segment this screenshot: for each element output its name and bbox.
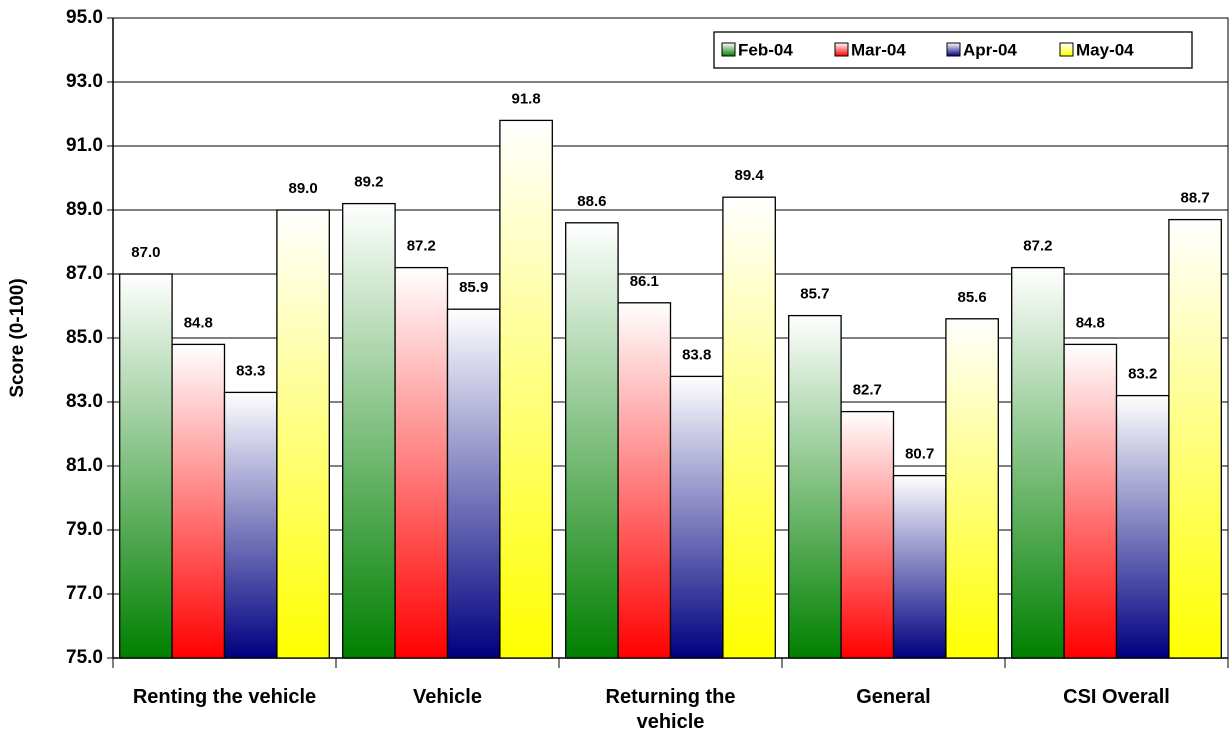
bar: [1168, 218, 1222, 659]
bar: [840, 410, 895, 659]
value-label: 87.0: [131, 244, 160, 261]
bar: [722, 196, 776, 659]
value-label: 83.3: [236, 362, 265, 379]
x-tick-label: Renting the vehicle: [132, 686, 317, 708]
legend-swatch: [721, 42, 736, 57]
value-label: 84.8: [184, 314, 213, 331]
bar: [276, 209, 330, 659]
value-label: 89.2: [354, 174, 383, 191]
value-label: 80.7: [905, 446, 934, 463]
x-tick-label: Returning the vehicle: [605, 686, 736, 733]
bar: [446, 308, 501, 659]
bar: [394, 266, 449, 659]
bar: [617, 302, 672, 659]
x-tick-label: CSI Overall: [1063, 686, 1170, 708]
bar: [223, 391, 278, 659]
legend-label: Apr-04: [963, 40, 1017, 59]
y-tick-label: 89.0: [66, 199, 103, 220]
y-axis-title: Score (0-100): [7, 278, 28, 397]
y-tick-label: 91.0: [66, 135, 103, 156]
value-label: 89.0: [289, 180, 318, 197]
legend-label: Mar-04: [851, 40, 906, 59]
y-tick-label: 93.0: [66, 71, 103, 92]
value-label: 88.6: [577, 193, 606, 210]
value-label: 85.9: [459, 279, 488, 296]
value-label: 84.8: [1076, 314, 1105, 331]
bar: [892, 474, 947, 659]
y-tick-label: 83.0: [66, 391, 103, 412]
bar: [1011, 266, 1065, 659]
legend-swatch: [1059, 42, 1074, 57]
y-tick-label: 81.0: [66, 455, 103, 476]
value-label: 82.7: [853, 382, 882, 399]
value-label: 83.8: [682, 346, 711, 363]
bar: [119, 273, 173, 659]
y-tick-label: 87.0: [66, 263, 103, 284]
legend-swatch: [834, 42, 849, 57]
value-label: 85.7: [800, 286, 829, 303]
y-tick-label: 85.0: [66, 327, 103, 348]
y-tick-label: 77.0: [66, 583, 103, 604]
x-tick-label: Vehicle: [413, 686, 482, 708]
value-label: 86.1: [630, 273, 659, 290]
bar: [342, 202, 396, 659]
bar: [499, 119, 553, 659]
bar: [1115, 394, 1170, 659]
bar: [565, 222, 619, 659]
value-label: 88.7: [1181, 190, 1210, 207]
value-label: 83.2: [1128, 366, 1157, 383]
bar: [669, 375, 724, 659]
bar: [945, 318, 999, 659]
legend-label: May-04: [1076, 40, 1134, 59]
y-tick-label: 95.0: [66, 7, 103, 28]
value-label: 91.8: [512, 90, 541, 107]
y-tick-label: 79.0: [66, 519, 103, 540]
bar: [171, 343, 226, 659]
value-label: 85.6: [958, 289, 987, 306]
y-tick-label: 75.0: [66, 647, 103, 668]
value-label: 87.2: [1023, 238, 1052, 255]
x-tick-label: General: [856, 686, 931, 708]
bar: [1063, 343, 1118, 659]
bar: [788, 314, 842, 659]
value-label: 87.2: [407, 238, 436, 255]
legend-label: Feb-04: [738, 40, 793, 59]
value-label: 89.4: [735, 167, 765, 184]
legend-swatch: [946, 42, 961, 57]
